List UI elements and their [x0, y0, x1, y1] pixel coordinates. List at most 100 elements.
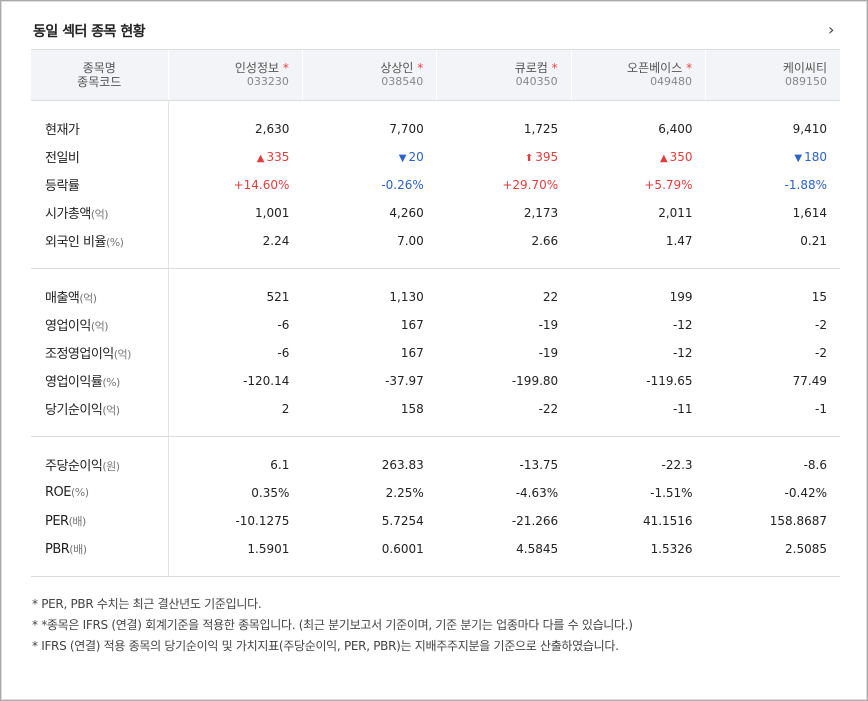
row-unit: (원)	[102, 460, 120, 473]
cell-value: 1.47	[571, 227, 705, 255]
company-name-link[interactable]: 케이씨티	[782, 61, 827, 75]
cell-text: 263.83	[381, 457, 424, 472]
row-label: 매출액(억)	[31, 282, 169, 311]
cell-text: 1.5901	[247, 541, 290, 556]
cell-text: 395	[535, 149, 559, 164]
table-row: 당기순이익(억) 2 158 -22 -11 -1	[31, 394, 840, 423]
cell-text: 7,700	[389, 121, 424, 136]
spacer-row	[31, 422, 840, 437]
cell-value: 1.5901	[168, 535, 302, 563]
cell-text: 0.6001	[381, 541, 424, 556]
spacer-row	[31, 100, 840, 115]
cell-value: -37.97	[302, 367, 436, 395]
cell-text: -2	[815, 317, 827, 332]
table-row: ROE(%) 0.35% 2.25% -4.63% -1.51% -0.42%	[31, 478, 840, 507]
row-label-text: 등락률	[45, 179, 80, 194]
header-company-3: 오픈베이스 * 049480	[570, 49, 706, 101]
cell-value: -22	[437, 395, 571, 423]
cell-text: -120.14	[243, 373, 290, 388]
cell-text: -199.80	[511, 373, 559, 388]
cell-value: -119.65	[571, 367, 705, 395]
cell-value: 1,130	[302, 283, 436, 311]
cell-text: 1,725	[523, 121, 559, 136]
cell-value: -19	[437, 311, 571, 339]
cell-value: 15	[706, 283, 840, 311]
header-company-0: 인성정보 * 033230	[167, 49, 303, 101]
cell-text: +29.70%	[502, 177, 559, 192]
cell-text: -1.51%	[650, 485, 693, 500]
cell-value: 2.5085	[706, 535, 840, 563]
cell-value: 2.25%	[302, 479, 436, 507]
cell-value: 2.24	[168, 227, 302, 255]
header-company-4: 케이씨티 089150	[705, 49, 840, 101]
cell-value: -1.88%	[706, 171, 840, 199]
cell-text: 0.35%	[251, 485, 290, 500]
cell-text: 2	[281, 401, 290, 416]
arrow-up-icon: ⬆	[524, 152, 534, 164]
spacer-row	[31, 562, 840, 577]
cell-text: -22.3	[661, 457, 693, 472]
cell-text: -8.6	[803, 457, 827, 472]
cell-text: 2.5085	[785, 541, 827, 556]
cell-value: ▼ 180	[706, 143, 840, 171]
row-unit: (억)	[102, 404, 120, 417]
cell-value: 2,173	[437, 199, 571, 227]
row-unit: (%)	[105, 236, 124, 249]
cell-value: -12	[571, 311, 705, 339]
row-unit: (배)	[68, 514, 87, 528]
row-label-text: ROE	[45, 485, 71, 500]
cell-value: 167	[302, 311, 436, 339]
cell-text: -6	[277, 317, 290, 332]
row-label: 시가총액(억)	[31, 198, 169, 227]
cell-value: 1,725	[437, 115, 571, 143]
peer-comparison-table: 종목명 종목코드 인성정보 * 033230 상상인 * 038540 큐로컴 * 040…	[31, 49, 840, 577]
cell-text: 6.1	[270, 457, 290, 472]
cell-text: -19	[538, 345, 559, 360]
cell-text: 2,173	[523, 205, 559, 220]
table-body: 현재가 2,630 7,700 1,725 6,400 9,410 전일비 ▲ 335 ▼ 20 ⬆ 3…	[31, 100, 840, 577]
table-row: 영업이익률(%) -120.14 -37.97 -199.80 -119.65 77.49	[31, 366, 840, 395]
company-name-link[interactable]: 상상인	[380, 61, 414, 75]
cell-value: 2,011	[571, 199, 705, 227]
row-label-text: 주당순이익	[45, 459, 103, 474]
row-unit: (%)	[102, 376, 120, 389]
ifrs-star: *	[686, 61, 693, 75]
arrow-up-icon: ▲	[659, 152, 668, 164]
header-name-code: 종목명 종목코드	[31, 49, 168, 101]
cell-text: 1.5326	[650, 541, 693, 556]
cell-value: -199.80	[437, 367, 571, 395]
cell-value: 263.83	[302, 451, 436, 479]
table-row: 시가총액(억) 1,001 4,260 2,173 2,011 1,614	[31, 198, 840, 227]
row-label-text: 당기순이익	[45, 403, 103, 418]
company-code: 040350	[515, 75, 558, 88]
cell-value: -10.1275	[168, 507, 302, 535]
cell-text: 335	[266, 149, 290, 164]
ifrs-star: *	[282, 61, 289, 75]
cell-value: +29.70%	[437, 171, 571, 199]
company-name-link[interactable]: 오픈베이스	[627, 61, 683, 75]
cell-value: 0.21	[706, 227, 840, 255]
cell-text: 521	[266, 289, 290, 304]
cell-text: 2,011	[658, 205, 693, 220]
row-label: 전일비	[31, 142, 169, 171]
row-label: 등락률	[31, 170, 169, 199]
cell-value: +14.60%	[168, 171, 302, 199]
row-label: 주당순이익(원)	[31, 450, 169, 479]
cell-text: -6	[277, 345, 290, 360]
company-name-link[interactable]: 큐로컴	[514, 61, 548, 75]
chevron-right-icon[interactable]: ›	[828, 20, 835, 39]
row-label-text: 영업이익	[45, 319, 91, 334]
row-label: 영업이익(억)	[31, 310, 169, 339]
row-unit: (배)	[69, 542, 87, 556]
cell-value: -0.26%	[302, 171, 436, 199]
cell-value: 22	[437, 283, 571, 311]
cell-value: ⬆ 395	[437, 143, 571, 171]
cell-text: 199	[669, 289, 693, 304]
company-name-link[interactable]: 인성정보	[234, 61, 280, 75]
row-label-text: 현재가	[45, 123, 80, 138]
cell-text: -19	[538, 317, 559, 332]
table-header-row: 종목명 종목코드 인성정보 * 033230 상상인 * 038540 큐로컴 * 040…	[31, 49, 840, 101]
cell-text: 5.7254	[381, 513, 424, 528]
ifrs-star: *	[551, 61, 558, 75]
cell-value: -1	[706, 395, 840, 423]
